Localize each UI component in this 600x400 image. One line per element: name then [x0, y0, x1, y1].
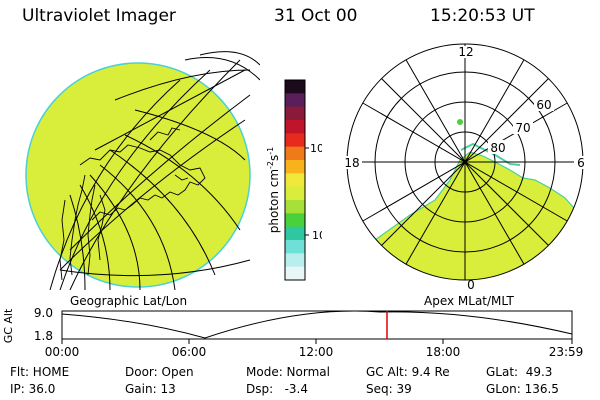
- ip-value: IP: 36.0: [10, 382, 56, 396]
- gc-altitude-plot: GC Alt 9.0 1.8 00:00 06:00 12:00 18:00 2…: [2, 306, 584, 359]
- geo-longitude: GLon: 136.5: [486, 382, 559, 396]
- altitude-xtick-0: 00:00: [45, 345, 80, 359]
- altitude-xtick-4: 23:59: [549, 345, 584, 359]
- colorbar-band: [285, 106, 305, 121]
- colorbar-band: [285, 120, 305, 134]
- colorbar-band: [285, 253, 305, 268]
- polar-panel-label: Apex MLat/MLT: [424, 294, 514, 308]
- altitude-plot-frame: [61, 310, 573, 340]
- date-label: 31 Oct 00: [274, 6, 358, 26]
- altitude-xtick-2: 12:00: [299, 345, 334, 359]
- gain-value: Gain: 13: [125, 382, 176, 396]
- colorbar-band: [285, 133, 305, 148]
- colorbar-band: [285, 93, 305, 108]
- altitude-ytick-high: 9.0: [34, 306, 53, 320]
- mlat-label-80: 80: [490, 141, 505, 155]
- door-status: Door: Open: [125, 365, 194, 379]
- dsp-value: Dsp: -3.4: [246, 382, 309, 396]
- colorbar-band: [285, 266, 305, 281]
- mlt-label-12: 12: [458, 45, 473, 59]
- colorbar-gradient: [285, 80, 305, 281]
- mlt-label-6: 6: [577, 156, 585, 170]
- polar-mlat-mlt-panel: 12 18 6 0 60 70 80: [342, 43, 588, 292]
- colorbar-band: [285, 173, 305, 188]
- sequence-value: Seq: 39: [366, 382, 412, 396]
- altitude-xtick-1: 06:00: [172, 345, 207, 359]
- colorbar-tick-100: 100: [310, 142, 322, 155]
- altitude-curve: [61, 310, 573, 339]
- colorbar-band: [285, 160, 305, 174]
- geographic-image-panel: [25, 51, 260, 290]
- polar-grid: [345, 43, 585, 281]
- auroral-emission: [374, 119, 583, 280]
- mlat-label-70: 70: [515, 121, 530, 135]
- mlt-label-0: 0: [467, 278, 475, 292]
- altitude-xtick-3: 18:00: [426, 345, 461, 359]
- time-label: 15:20:53 UT: [430, 6, 535, 26]
- flight-mode: Flt: HOME: [10, 365, 70, 379]
- mlt-label-18: 18: [344, 156, 359, 170]
- mode-value: Mode: Normal: [246, 365, 330, 379]
- colorbar-band: [285, 80, 305, 94]
- geo-latitude: GLat: 49.3: [486, 365, 553, 379]
- colorbar-band: [285, 186, 305, 201]
- colorbar-band: [285, 226, 305, 241]
- intensity-colorbar: 100 10 photon cm-2s-1: [266, 79, 322, 281]
- graticule: [49, 51, 260, 290]
- geo-panel-label: Geographic Lat/Lon: [70, 294, 188, 308]
- colorbar-unit-label: photon cm-2s-1: [266, 147, 281, 234]
- altitude-ytick-low: 1.8: [34, 329, 53, 343]
- earth-disk: [25, 62, 251, 288]
- colorbar-tick-10: 10: [312, 229, 322, 242]
- colorbar-band: [285, 213, 305, 228]
- altitude-ylabel: GC Alt: [2, 308, 15, 343]
- colorbar-band: [285, 240, 305, 254]
- colorbar-band: [285, 200, 305, 214]
- instrument-title: Ultraviolet Imager: [22, 6, 176, 26]
- coastlines: [59, 127, 206, 281]
- mlat-label-60: 60: [536, 98, 551, 112]
- gc-altitude-value: GC Alt: 9.4 Re: [366, 365, 450, 379]
- colorbar-band: [285, 146, 305, 161]
